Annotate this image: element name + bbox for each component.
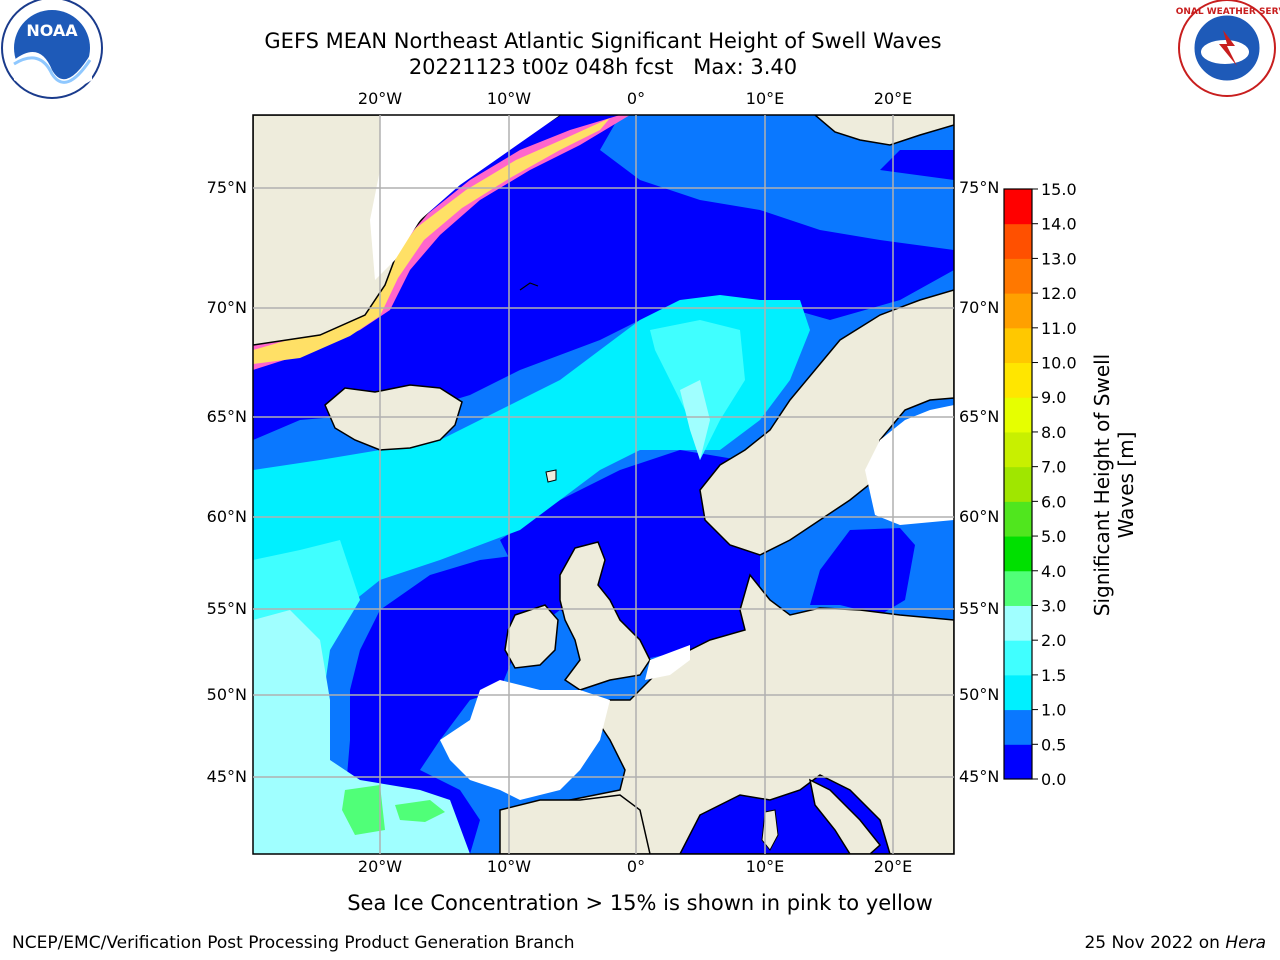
colorbar-swatch bbox=[1004, 362, 1032, 398]
lat-tick-left: 75°N bbox=[206, 178, 247, 197]
colorbar-swatch bbox=[1004, 327, 1032, 364]
great-britain-land bbox=[559, 541, 651, 691]
date-prefix: 25 Nov 2022 on bbox=[1084, 933, 1226, 953]
colorbar-swatch bbox=[1004, 258, 1032, 294]
colorbar-swatch bbox=[1004, 744, 1032, 780]
lon-tick-top: 20°W bbox=[357, 89, 403, 108]
colorbar-tick-label: 12.0 bbox=[1041, 284, 1077, 303]
lat-tick-left: 45°N bbox=[206, 767, 247, 786]
lon-tick-top: 0° bbox=[626, 89, 646, 108]
ireland-land bbox=[504, 604, 559, 669]
biscay-nodata bbox=[440, 680, 610, 800]
lon-tick-bottom: 10°E bbox=[745, 857, 785, 876]
noaa-logo: NOAA bbox=[1, 0, 103, 99]
lat-tick-right: 75°N bbox=[959, 178, 1000, 197]
baltic-sea bbox=[810, 528, 915, 615]
swell-band-3p0 bbox=[342, 785, 445, 835]
chart-title: GEFS MEAN Northeast Atlantic Significant… bbox=[0, 28, 1206, 80]
colorbar-swatch bbox=[1004, 293, 1032, 329]
channel-nodata bbox=[645, 645, 690, 680]
lat-tick-right: 45°N bbox=[959, 767, 1000, 786]
colorbar-label-line2: Waves [m] bbox=[1114, 431, 1138, 539]
colorbar-tick-label: 15.0 bbox=[1041, 180, 1077, 199]
lat-tick-left: 50°N bbox=[206, 685, 247, 704]
colorbar-tick-label: 1.5 bbox=[1041, 666, 1066, 685]
lon-tick-top: 10°E bbox=[745, 89, 785, 108]
lon-tick-top: 10°W bbox=[486, 89, 532, 108]
colorbar-swatch bbox=[1004, 397, 1032, 433]
colorbar-swatch bbox=[1004, 431, 1032, 468]
jan-mayen-land bbox=[519, 282, 539, 291]
lon-tick-top: 20°E bbox=[873, 89, 913, 108]
colorbar-tick-label: 4.0 bbox=[1041, 562, 1066, 581]
colorbar-frame bbox=[1003, 188, 1033, 780]
lat-tick-right: 70°N bbox=[959, 298, 1000, 317]
svalbard-land bbox=[813, 115, 954, 146]
colorbar-swatch bbox=[1004, 674, 1032, 711]
swell-band-1p5 bbox=[253, 320, 745, 854]
nws-logo: NATIONAL WEATHER SERVICE bbox=[1175, 0, 1280, 97]
swell-basin-biscay bbox=[345, 555, 560, 854]
colorbar-swatch bbox=[1004, 709, 1032, 745]
lat-tick-left: 55°N bbox=[206, 599, 247, 618]
colorbar-tick-label: 9.0 bbox=[1041, 388, 1066, 407]
colorbar-tick-label: 1.0 bbox=[1041, 701, 1066, 720]
italy-land bbox=[808, 778, 882, 854]
title-line-2: 20221123 t00z 048h fcst Max: 3.40 bbox=[408, 55, 798, 79]
colorbar-tick-label: 11.0 bbox=[1041, 319, 1077, 338]
sea-ice-yellow bbox=[253, 118, 610, 364]
colorbar-swatch bbox=[1004, 189, 1032, 225]
colorbar-tick-label: 7.0 bbox=[1041, 458, 1066, 477]
colorbar-label: Significant Height of Swell Waves [m] bbox=[1090, 354, 1138, 616]
colorbar-swatch bbox=[1004, 223, 1032, 259]
map-frame bbox=[252, 114, 955, 855]
graticule bbox=[253, 115, 954, 854]
lat-tick-left: 65°N bbox=[206, 407, 247, 426]
colorbar-swatch bbox=[1004, 501, 1032, 537]
colorbar-tick-label: 0.5 bbox=[1041, 735, 1066, 754]
colorbar-tick-label: 3.0 bbox=[1041, 596, 1066, 615]
baltic-nodata bbox=[865, 405, 954, 525]
lon-tick-bottom: 20°E bbox=[873, 857, 913, 876]
sea-ice-footnote: Sea Ice Concentration > 15% is shown in … bbox=[347, 891, 933, 915]
greenland-nodata bbox=[370, 115, 560, 280]
colorbar-swatch bbox=[1004, 536, 1032, 572]
credit-text: NCEP/EMC/Verification Post Processing Pr… bbox=[12, 933, 575, 953]
colorbar-swatch bbox=[1004, 466, 1032, 502]
iberia-land bbox=[499, 794, 651, 854]
lat-tick-right: 55°N bbox=[959, 599, 1000, 618]
colorbar-tick-label: 13.0 bbox=[1041, 249, 1077, 268]
swell-band-1p0 bbox=[253, 295, 810, 820]
lon-tick-bottom: 20°W bbox=[357, 857, 403, 876]
colorbar-tick-label: 14.0 bbox=[1041, 215, 1077, 234]
colorbar: 0.0 0.5 1.0 1.5 2.0 3.0 4.0 5.0 6.0 7.0 8.0 9.0 10.0… bbox=[1003, 180, 1077, 789]
colorbar-tick-label: 2.0 bbox=[1041, 631, 1066, 650]
date-text: 25 Nov 2022 on Hera bbox=[1084, 933, 1266, 953]
corsica-sardinia-land bbox=[761, 809, 779, 851]
machine-name: Hera bbox=[1225, 933, 1266, 953]
lat-tick-left: 70°N bbox=[206, 298, 247, 317]
colorbar-swatch bbox=[1004, 605, 1032, 641]
colorbar-tick-label: 6.0 bbox=[1041, 492, 1066, 511]
lat-tick-left: 60°N bbox=[206, 507, 247, 526]
title-line-1: GEFS MEAN Northeast Atlantic Significant… bbox=[264, 29, 942, 53]
nws-logo-text: NATIONAL WEATHER SERVICE bbox=[1175, 7, 1280, 17]
lat-tick-right: 65°N bbox=[959, 407, 1000, 426]
noaa-logo-text: NOAA bbox=[26, 21, 78, 40]
colorbar-swatch bbox=[1004, 640, 1032, 676]
colorbar-tick-label: 8.0 bbox=[1041, 423, 1066, 442]
map-layers bbox=[253, 115, 954, 854]
lat-tick-right: 60°N bbox=[959, 507, 1000, 526]
lon-tick-bottom: 10°W bbox=[486, 857, 532, 876]
swell-band-2p0 bbox=[253, 380, 710, 854]
colorbar-label-line1: Significant Height of Swell bbox=[1090, 353, 1114, 617]
lat-tick-right: 50°N bbox=[959, 685, 1000, 704]
colorbar-swatch bbox=[1004, 570, 1032, 606]
colorbar-tick-label: 0.0 bbox=[1041, 770, 1066, 789]
colorbar-tick-label: 5.0 bbox=[1041, 527, 1066, 546]
lon-tick-bottom: 0° bbox=[626, 857, 646, 876]
colorbar-tick-label: 10.0 bbox=[1041, 354, 1077, 373]
faroe-land bbox=[545, 469, 557, 483]
